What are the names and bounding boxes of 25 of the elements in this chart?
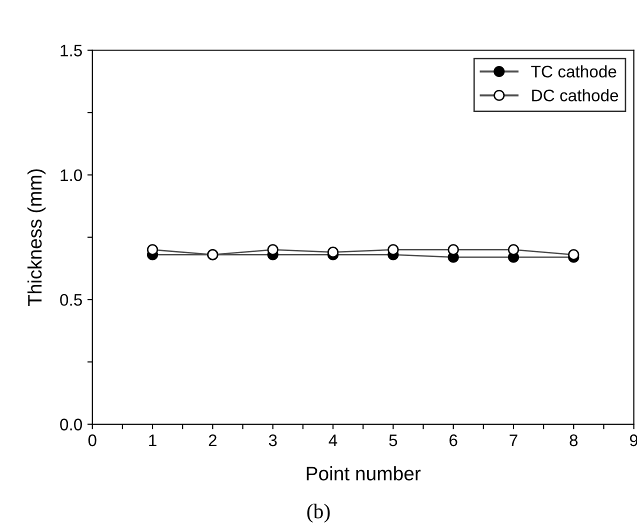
- point: [508, 244, 520, 256]
- point: [568, 249, 580, 260]
- x-tick-label: 6: [450, 434, 458, 446]
- y-tick-label: 1.0: [60, 169, 82, 182]
- y-tick-label: 0.5: [60, 294, 82, 306]
- legend-label: DC cathode: [532, 89, 618, 102]
- point: [448, 244, 459, 256]
- text: (b): [307, 504, 330, 523]
- x-tick-label: 7: [510, 434, 518, 446]
- y-tick-label: 0.0: [60, 418, 82, 430]
- x-tick-label: 4: [328, 434, 338, 446]
- point: [267, 244, 278, 256]
- x-tick-label: 3: [268, 434, 277, 446]
- point: [388, 244, 399, 256]
- x-tick-label: 2: [208, 434, 216, 446]
- x-axis-title: Point number: [306, 466, 421, 480]
- legend-label: TC cathode: [531, 65, 616, 78]
- point: [146, 244, 158, 256]
- x-tick-label: 0: [88, 434, 96, 446]
- y-axis-title: Thickness (mm): [27, 169, 46, 306]
- point: [327, 246, 339, 258]
- x-tick-label: 1: [149, 434, 156, 446]
- x-tick-label: 5: [389, 434, 398, 446]
- y-tick-label: 1.5: [60, 44, 82, 56]
- x-tick-label: 8: [570, 434, 578, 446]
